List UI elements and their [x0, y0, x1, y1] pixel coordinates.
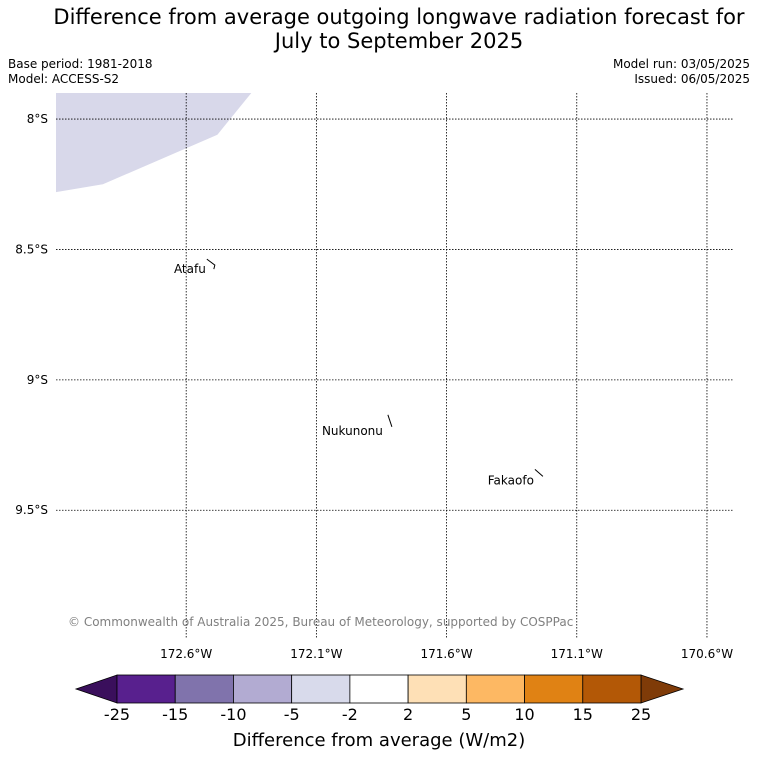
copyright-text: © Commonwealth of Australia 2025, Bureau… — [68, 615, 573, 629]
lat-label: 9°S — [27, 373, 48, 387]
lon-label: 172.6°W — [160, 647, 212, 661]
page-title: Difference from average outgoing longwav… — [0, 5, 758, 53]
issued-date: Issued: 06/05/2025 — [634, 72, 750, 86]
place-label: Atafu — [174, 262, 206, 276]
map-layer: 8°S 8.5°S 9°S 9.5°S 172.6°W 172.1°W 171.6°W 171… — [15, 93, 733, 661]
colorbar-tick-label: -5 — [284, 705, 300, 724]
meta-right: Model run: 03/05/2025 Issued: 06/05/2025 — [613, 57, 750, 87]
lat-label: 8.5°S — [15, 242, 48, 256]
colorbar-segment — [291, 674, 351, 704]
colorbar-tick-label: -25 — [104, 705, 130, 724]
colorbar: -25 -15 -10 -5 -2 2 5 10 15 25 — [74, 674, 685, 724]
colorbar-tick-label: 15 — [573, 705, 593, 724]
place-label: Nukunonu — [322, 424, 383, 438]
colorbar-segment — [233, 674, 293, 704]
colorbar-segment — [174, 674, 234, 704]
base-period: Base period: 1981-2018 — [8, 57, 153, 71]
island-outline — [534, 468, 544, 477]
colorbar-tick-label: -10 — [220, 705, 246, 724]
colorbar-segment — [349, 674, 409, 704]
colorbar-segment — [524, 674, 584, 704]
colorbar-tick-label: -2 — [342, 705, 358, 724]
colorbar-under-arrow — [74, 674, 118, 704]
colorbar-segment — [116, 674, 176, 704]
colorbar-tick-label: 5 — [461, 705, 471, 724]
title-line-2: July to September 2025 — [274, 29, 524, 53]
colorbar-tick-label: -15 — [162, 705, 188, 724]
colorbar-title: Difference from average (W/m2) — [232, 730, 526, 751]
place-label: Fakaofo — [488, 473, 534, 487]
colorbar-over-arrow — [640, 674, 685, 704]
lon-label: 171.1°W — [551, 647, 603, 661]
anomaly-region — [56, 93, 252, 193]
lat-label: 8°S — [27, 112, 48, 126]
lon-label: 171.6°W — [420, 647, 472, 661]
island-outline — [387, 414, 393, 427]
colorbar-segment — [407, 674, 467, 704]
title-line-1: Difference from average outgoing longwav… — [53, 5, 745, 29]
colorbar-segment — [465, 674, 525, 704]
model-run: Model run: 03/05/2025 — [612, 57, 750, 71]
lon-label: 170.6°W — [681, 647, 733, 661]
colorbar-tick-label: 2 — [403, 705, 413, 724]
meta-left: Base period: 1981-2018 Model: ACCESS-S2 — [8, 57, 153, 87]
lon-label: 172.1°W — [290, 647, 342, 661]
colorbar-segment — [582, 674, 642, 704]
island-outline — [206, 258, 216, 270]
colorbar-tick-label: 25 — [631, 705, 651, 724]
lat-label: 9.5°S — [15, 503, 48, 517]
colorbar-tick-label: 10 — [514, 705, 534, 724]
model-name: Model: ACCESS-S2 — [8, 72, 120, 86]
